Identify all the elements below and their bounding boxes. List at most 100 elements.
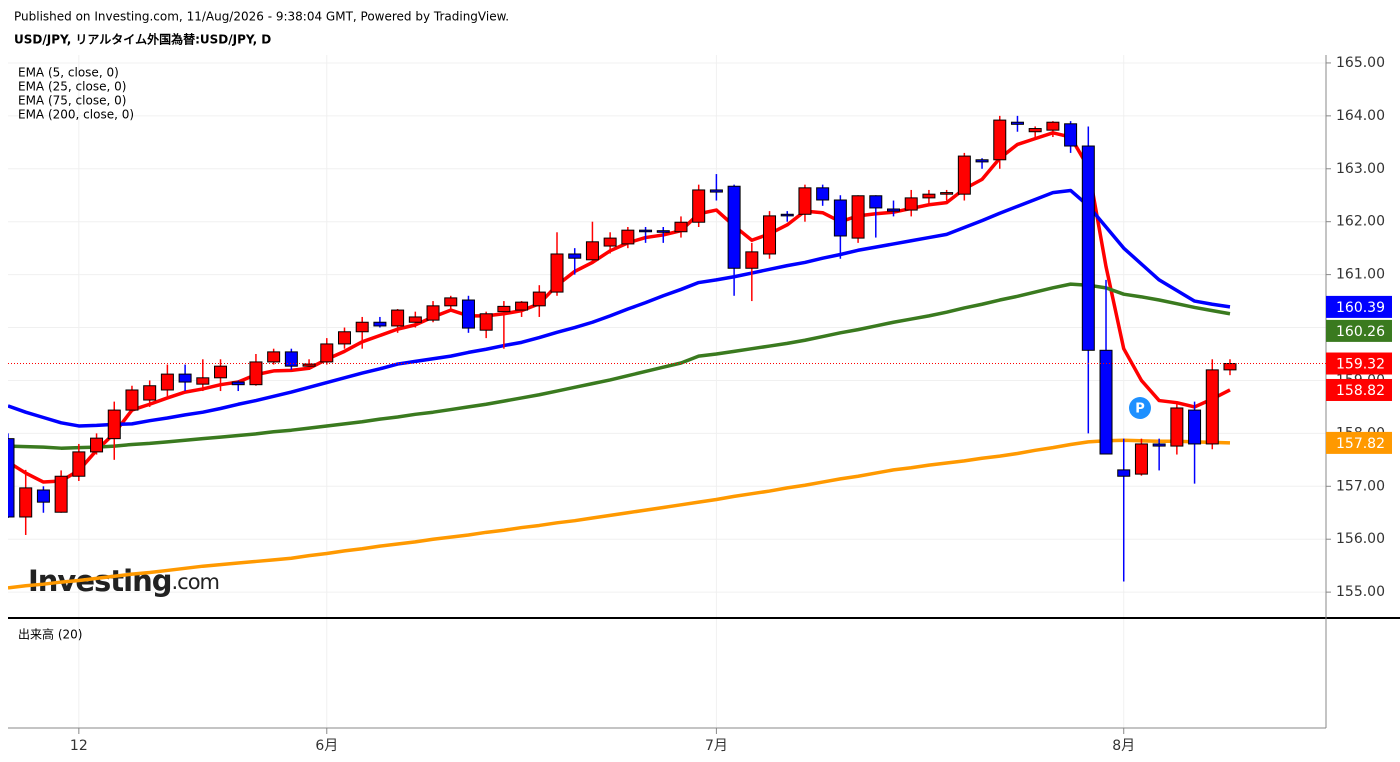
legend-entry: EMA (200, close, 0) <box>18 108 134 122</box>
candle-body <box>302 363 316 367</box>
candle-body <box>125 389 139 411</box>
price-tag <box>1326 295 1392 318</box>
candle-body <box>107 409 121 440</box>
candle-body <box>727 185 741 269</box>
price-tag <box>1326 431 1392 454</box>
candle-body <box>391 309 405 327</box>
candle-body <box>851 195 865 239</box>
ema-line <box>8 188 1231 428</box>
candle-body <box>621 229 635 245</box>
candle-body <box>993 119 1007 161</box>
candle-body <box>337 331 351 345</box>
symbol-title: USD/JPY, リアルタイム外国為替:USD/JPY, D <box>14 32 271 47</box>
candle-body <box>249 361 263 386</box>
price-tag-label: 160.26 <box>1336 324 1385 340</box>
candle-body <box>1117 469 1131 477</box>
candle-body <box>798 187 812 215</box>
candle-body <box>709 189 723 193</box>
candle-body <box>408 316 422 323</box>
candle-body <box>975 159 989 163</box>
candle-body <box>869 195 883 209</box>
price-tag <box>1326 378 1392 401</box>
candle-body <box>922 193 936 199</box>
candle-body <box>355 321 369 333</box>
candle-body <box>178 373 192 383</box>
x-tick-label: 8月 <box>1112 738 1135 754</box>
logo-name: Investing <box>28 564 171 598</box>
candle-body <box>461 299 475 329</box>
ema-line <box>8 438 1231 590</box>
candle-body <box>1188 409 1202 445</box>
logo: Investing.com <box>28 564 219 598</box>
candle-body <box>479 313 493 331</box>
ema-line <box>8 131 1231 484</box>
candle-body <box>444 297 458 307</box>
candle-body <box>497 305 511 313</box>
y-tick-label: 163.00 <box>1336 161 1385 177</box>
published-note: Published on Investing.com, 11/Aug/2026 … <box>14 10 509 24</box>
event-marker <box>1129 397 1151 419</box>
legend-entry: EMA (5, close, 0) <box>18 66 119 80</box>
y-tick-label: 155.00 <box>1336 584 1385 600</box>
candle-body <box>160 373 174 391</box>
candle-body <box>196 377 210 385</box>
price-tag-label: 159.32 <box>1336 357 1385 373</box>
candle-body <box>1028 128 1042 133</box>
candle-body <box>1170 407 1184 447</box>
candle-body <box>904 197 918 211</box>
candle-body <box>214 365 228 379</box>
y-tick-label: 164.00 <box>1336 108 1385 124</box>
candle-body <box>1046 121 1060 131</box>
candle-body <box>656 230 670 233</box>
legend-entry: EMA (75, close, 0) <box>18 94 126 108</box>
candle-body <box>90 437 104 453</box>
price-tag-label: 160.39 <box>1336 300 1385 316</box>
candle-body <box>603 237 617 247</box>
candle-body <box>568 253 582 259</box>
x-tick-label: 6月 <box>315 738 338 754</box>
ema-line <box>8 282 1231 450</box>
x-tick-label: 12 <box>70 738 88 754</box>
candle-body <box>692 189 706 223</box>
candle-body <box>550 253 564 293</box>
candle-body <box>426 305 440 321</box>
candle-body <box>1064 123 1078 147</box>
candle-body <box>816 187 830 201</box>
candle-body <box>19 487 33 518</box>
candle-body <box>54 475 68 513</box>
candle-body <box>284 351 298 367</box>
y-tick-label: 162.00 <box>1336 214 1385 230</box>
candle-body <box>674 221 688 233</box>
candle-body <box>8 438 15 518</box>
candle-body <box>1134 443 1148 475</box>
price-tag-label: 158.82 <box>1336 383 1385 399</box>
candle-body <box>940 192 954 195</box>
candle-body <box>267 351 281 363</box>
candle-body <box>1152 443 1166 447</box>
candle-body <box>957 155 971 195</box>
candle-body <box>1223 363 1237 371</box>
candle-body <box>1099 349 1113 455</box>
candle-body <box>585 241 599 261</box>
event-marker-label: P <box>1135 402 1145 417</box>
candle-body <box>72 451 86 477</box>
price-tag <box>1326 352 1392 375</box>
legend-entry: EMA (25, close, 0) <box>18 80 126 94</box>
price-tag <box>1326 319 1392 342</box>
logo-suffix: .com <box>171 570 219 594</box>
candle-body <box>515 301 529 311</box>
candle-body <box>1010 121 1024 125</box>
y-tick-label: 165.00 <box>1336 55 1385 71</box>
candle-body <box>36 489 50 503</box>
candle-body <box>745 251 759 269</box>
candle-body <box>320 343 334 363</box>
ema-lines <box>8 131 1231 590</box>
price-tag-label: 157.82 <box>1336 436 1385 452</box>
candle-body <box>532 291 546 307</box>
candle-body <box>231 381 245 386</box>
volume-label: 出来高 (20) <box>18 627 82 642</box>
y-tick-label: 161.00 <box>1336 267 1385 283</box>
plot <box>8 115 1237 590</box>
candle-body <box>373 321 387 327</box>
